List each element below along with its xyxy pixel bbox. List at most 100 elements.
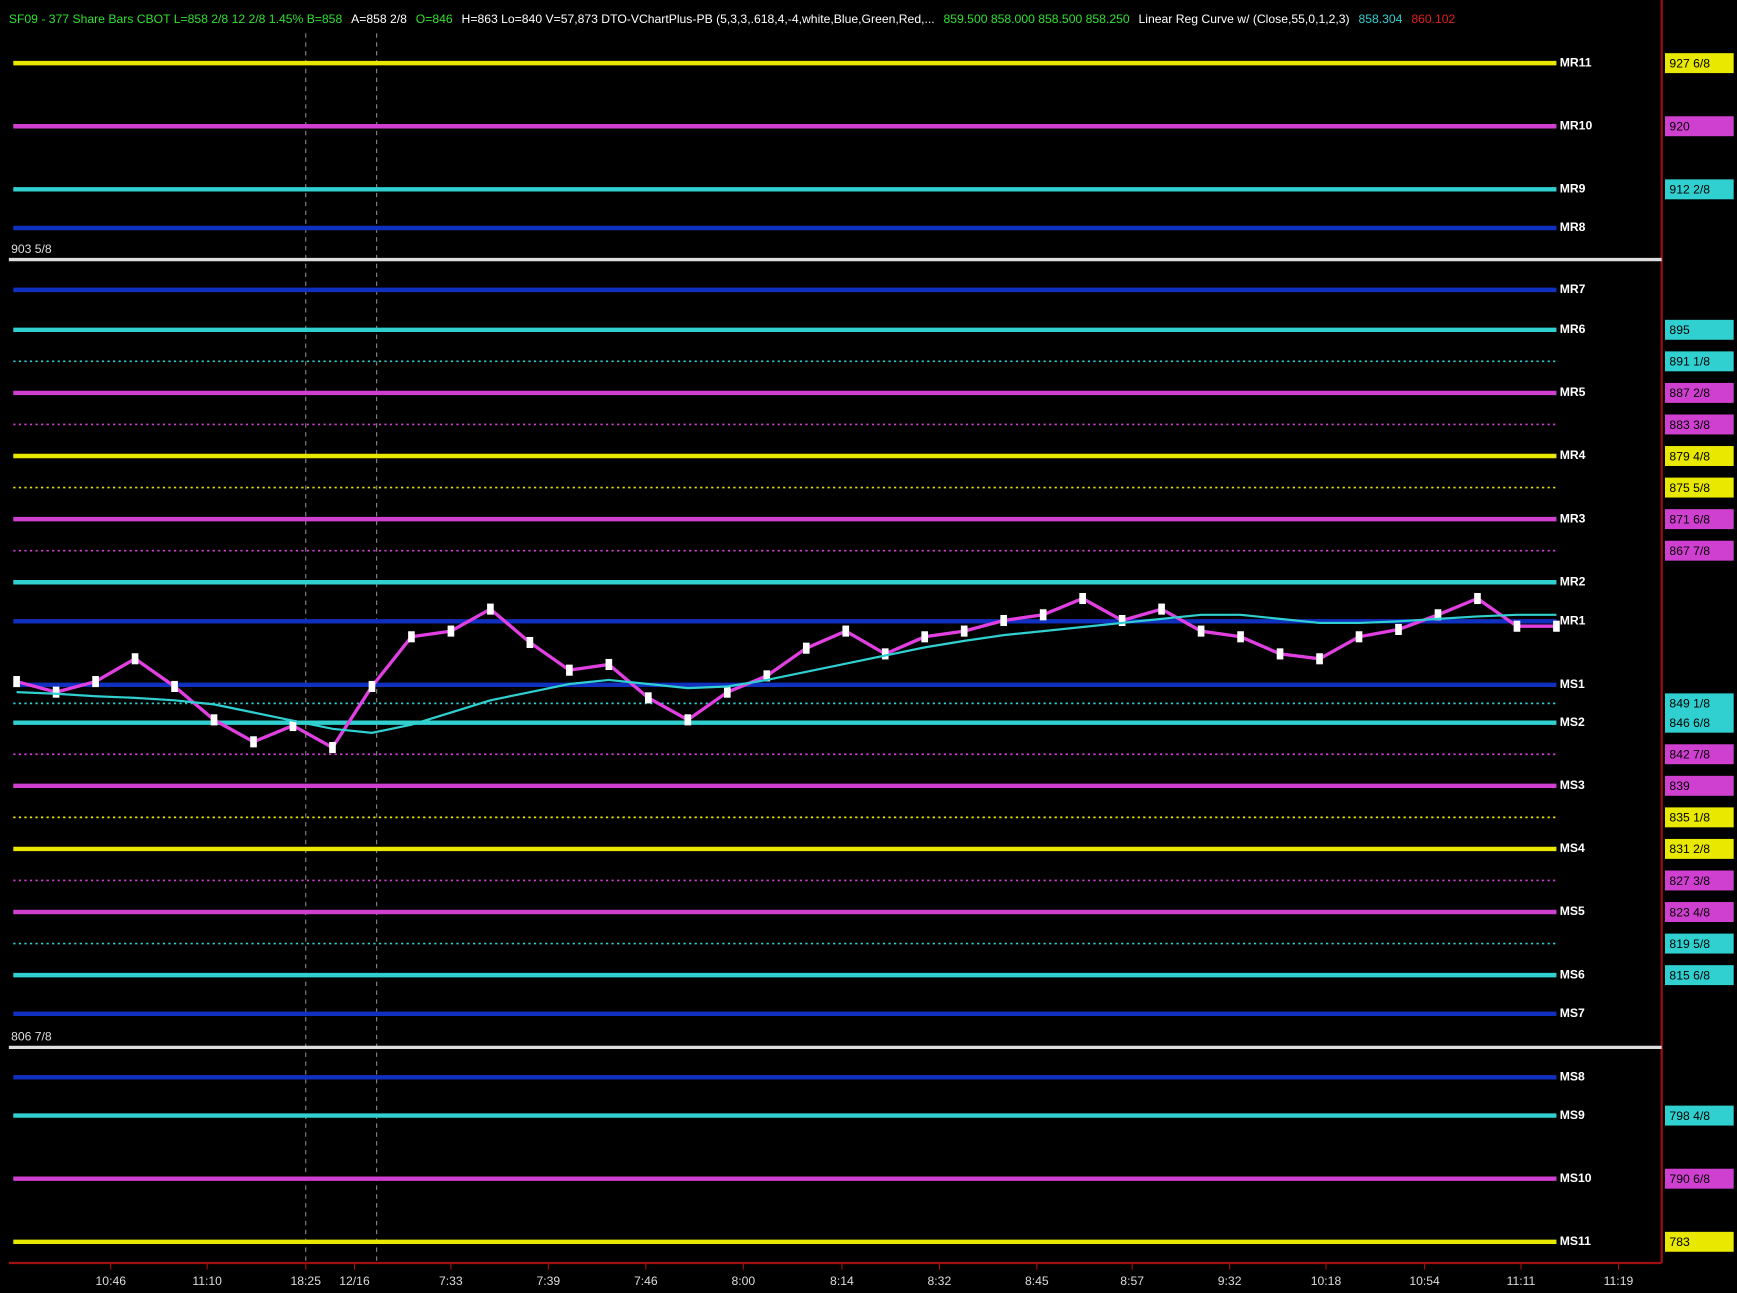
price-bar [1118,614,1126,627]
price-bar [1316,653,1323,665]
price-bar [605,658,613,671]
level-label: MS8 [1560,1070,1585,1084]
price-bar [802,642,810,654]
price-bar [171,680,178,693]
price-label-box [1664,807,1734,828]
y-tick-label: 835 1/8 [1669,811,1710,825]
price-bar [1079,592,1086,605]
level-label: MR1 [1560,614,1586,628]
level-label: MS1 [1560,677,1585,691]
price-label-box [1664,712,1734,733]
price-label-box [1664,319,1734,340]
price-bar [329,741,336,754]
level-label: MR6 [1560,322,1586,336]
price-line [16,613,1557,734]
price-bar [92,676,99,688]
price-bar [1395,623,1402,636]
price-label-box [1664,775,1734,796]
x-tick-label: 9:32 [1218,1274,1242,1288]
header-segment: H=863 Lo=840 V=57,873 DTO-VChartPlus-PB … [462,12,935,26]
x-tick-label: 10:46 [96,1274,127,1288]
price-label-box [1664,902,1734,922]
header-segment: Linear Reg Curve w/ (Close,55,0,1,2,3) [1139,12,1350,26]
level-label: MS4 [1560,841,1585,855]
level-label: MR2 [1560,574,1586,588]
price-bar [131,653,139,665]
price-label-box [1664,477,1734,498]
x-tick-label: 8:32 [928,1274,952,1288]
price-bar [289,720,297,732]
marker-label: 903 5/8 [11,242,52,256]
x-tick-label: 8:00 [731,1274,755,1288]
price-bar [881,648,889,660]
y-tick-label: 815 6/8 [1669,968,1710,982]
level-label: MR7 [1560,282,1586,296]
price-bar [842,625,850,637]
price-bar [1197,625,1205,637]
price-bar [960,625,968,637]
price-label-box [1664,446,1734,466]
level-label: MR8 [1560,220,1586,234]
price-bar [13,676,20,688]
price-bar [921,631,929,643]
y-tick-label: 920 [1669,120,1690,134]
x-tick-label: 7:46 [634,1274,658,1288]
y-tick-label: 846 6/8 [1669,716,1710,730]
price-line [16,596,1557,750]
price-bar [645,692,652,704]
y-tick-label: 891 1/8 [1669,355,1710,369]
price-bar [566,664,573,676]
header-segment: 859.500 858.000 858.500 858.250 [943,12,1129,26]
price-bar [250,736,257,748]
level-label: MS2 [1560,715,1585,729]
y-tick-label: 842 7/8 [1669,748,1710,762]
price-label-box [1664,1105,1734,1126]
price-label-box [1664,933,1734,954]
price-bar [1474,592,1481,605]
y-tick-label: 849 1/8 [1669,697,1710,711]
header-segment: A=858 2/8 [351,12,407,26]
price-label-box [1664,509,1734,530]
y-tick-label: 927 6/8 [1669,56,1710,70]
level-label: MR5 [1560,385,1586,399]
level-label: MS9 [1560,1108,1585,1122]
price-bar [1276,648,1284,660]
level-label: MS10 [1560,1171,1592,1185]
price-label-box [1664,414,1734,435]
price-label-box [1664,965,1734,986]
price-bar [487,603,494,615]
price-label-box [1664,1168,1734,1189]
x-tick-label: 11:19 [1604,1274,1634,1288]
x-tick-label: 7:33 [439,1274,463,1288]
x-tick-label: 11:11 [1507,1274,1536,1288]
header-segment: 860.102 [1411,12,1455,26]
header-segment: SF09 - 377 Share Bars CBOT L=858 2/8 12 … [9,12,343,26]
x-tick-label: 8:57 [1120,1274,1144,1288]
level-label: MS5 [1560,904,1585,918]
price-bar [1355,631,1363,643]
price-label-box [1664,744,1734,765]
price-bar [684,714,692,726]
y-tick-label: 887 2/8 [1669,386,1710,400]
y-tick-label: 871 6/8 [1669,512,1710,526]
y-tick-label: 823 4/8 [1669,905,1710,919]
price-bar [1039,609,1047,621]
level-label: MR3 [1560,511,1586,525]
price-label-box [1664,351,1734,372]
price-bar [368,680,376,693]
chart-header: SF09 - 377 Share Bars CBOT L=858 2/8 12 … [9,12,1456,26]
price-label-box [1664,116,1734,137]
y-tick-label: 912 2/8 [1669,183,1710,197]
y-tick-label: 875 5/8 [1669,481,1710,495]
y-tick-label: 827 3/8 [1669,874,1710,888]
level-label: MR10 [1560,118,1593,132]
price-label-box [1664,693,1734,714]
price-bar [1237,631,1244,643]
x-tick-label: 8:14 [830,1274,854,1288]
price-bar [447,625,455,637]
price-label-box [1664,870,1734,891]
level-label: MS11 [1560,1234,1591,1248]
y-tick-label: 831 2/8 [1669,842,1710,856]
